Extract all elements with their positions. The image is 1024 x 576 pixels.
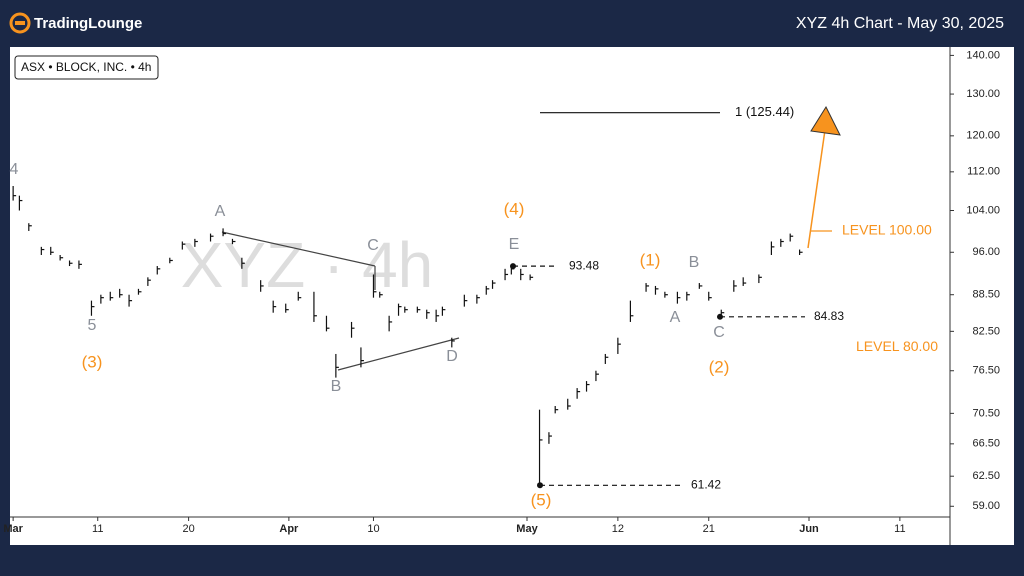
y-tick-label: 70.50: [972, 407, 1000, 419]
x-tick-label: 21: [703, 523, 715, 535]
wave-label: (5): [531, 490, 552, 509]
y-tick-label: 120.00: [966, 130, 1000, 142]
x-tick-label: 10: [367, 523, 379, 535]
y-tick-label: 104.00: [966, 204, 1000, 216]
logo-icon-bar: [15, 21, 25, 25]
logo-icon: [9, 12, 31, 34]
level-label: 84.83: [814, 309, 844, 323]
wave-label: (3): [82, 352, 103, 371]
wave-label: D: [446, 348, 458, 365]
x-tick-label: Mar: [3, 523, 23, 535]
wave-label: B: [331, 378, 342, 395]
x-tick-label: 20: [182, 523, 194, 535]
y-tick-label: 140.00: [966, 49, 1000, 61]
chart-area: [10, 47, 1014, 545]
level-point: [510, 263, 516, 270]
wave-label: A: [215, 203, 226, 220]
x-tick-label: 11: [92, 523, 103, 535]
level-point: [717, 313, 723, 320]
trend-line: [337, 337, 460, 371]
y-tick-label: 130.00: [966, 88, 1000, 100]
wave-label: C: [713, 324, 725, 341]
level-label: LEVEL 80.00: [856, 338, 938, 354]
y-tick-label: 82.50: [972, 325, 1000, 337]
level-label: 1 (125.44): [735, 104, 794, 119]
y-tick-label: 59.00: [972, 500, 1000, 512]
x-tick-label: 11: [894, 523, 905, 535]
x-tick-label: 12: [612, 523, 624, 535]
x-tick-label: Apr: [279, 523, 299, 535]
x-tick-label: May: [516, 523, 538, 535]
wave-label: C: [367, 237, 379, 254]
y-tick-label: 66.50: [972, 438, 1000, 450]
legend-box: [14, 55, 159, 80]
wave-label: (2): [709, 357, 730, 376]
projection-arrow: [807, 129, 826, 249]
y-tick-label: 112.00: [967, 166, 1000, 178]
level-label: 93.48: [569, 258, 599, 272]
y-tick-label: 96.00: [972, 246, 1000, 258]
level-label: LEVEL 100.00: [842, 222, 932, 238]
header-title: XYZ 4h Chart - May 30, 2025: [796, 15, 1004, 32]
wave-label: B: [689, 254, 700, 271]
wave-label: 5: [88, 317, 97, 334]
y-tick-label: 62.50: [972, 470, 1000, 482]
logo: TradingLounge: [34, 15, 142, 32]
trend-line: [221, 231, 376, 267]
level-label: 61.42: [691, 477, 721, 491]
level-point: [537, 482, 543, 489]
y-tick-label: 88.50: [972, 289, 1000, 301]
legend-text: ASX • BLOCK, INC. • 4h: [21, 60, 151, 74]
projection-arrow-head: [810, 105, 841, 136]
x-tick-label: Jun: [799, 523, 819, 535]
wave-label: (4): [504, 199, 525, 218]
watermark: XYZ · 4h: [181, 229, 434, 301]
wave-label: 4: [10, 161, 19, 178]
wave-label: A: [670, 309, 681, 326]
y-tick-label: 76.50: [972, 365, 1000, 377]
wave-label: E: [509, 236, 520, 253]
wave-label: (1): [640, 250, 661, 269]
